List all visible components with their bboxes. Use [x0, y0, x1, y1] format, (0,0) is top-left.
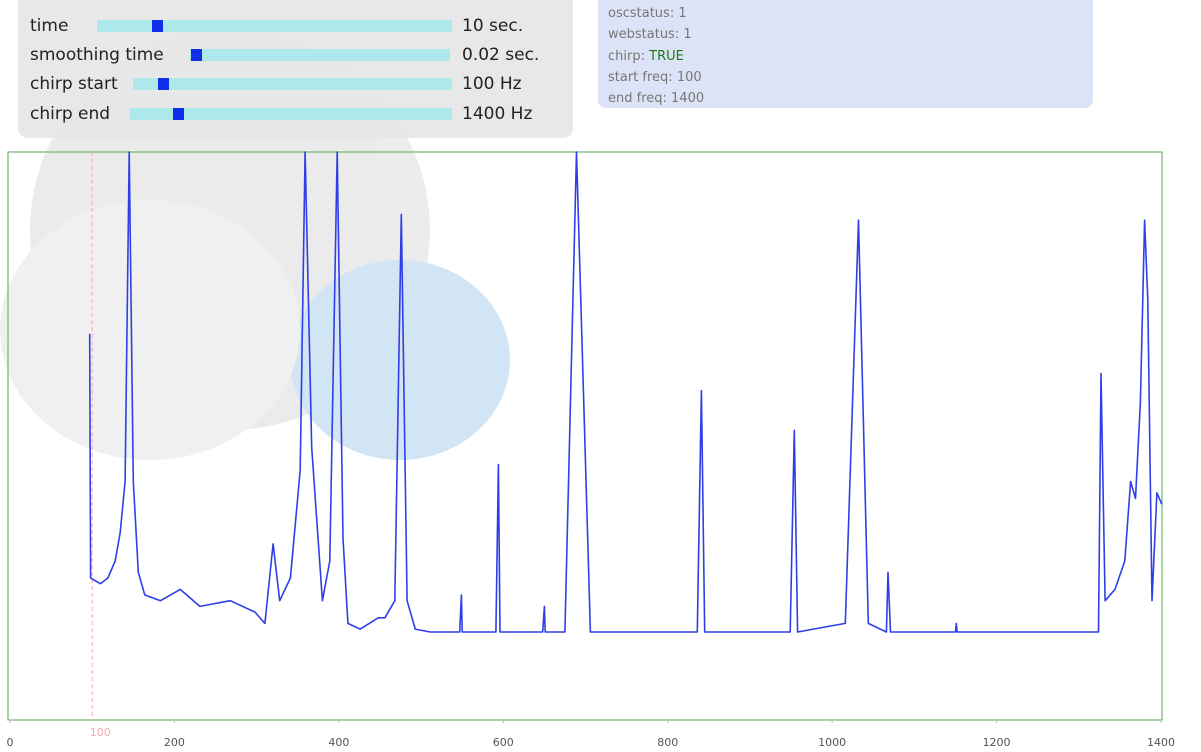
status-key: oscstatus:: [608, 6, 674, 21]
status-line: chirp: TRUE: [608, 49, 684, 64]
status-line: webstatus: 1: [608, 27, 692, 42]
control-label: time: [30, 16, 68, 36]
status-value: 1400: [671, 91, 704, 106]
status-value: TRUE: [648, 49, 684, 64]
control-value: 100 Hz: [462, 74, 522, 94]
page: time 10 sec. smoothing time 0.02 sec. ch…: [0, 0, 1201, 752]
slider-thumb[interactable]: [152, 20, 163, 32]
status-line: start freq: 100: [608, 70, 702, 85]
slider-track[interactable]: [133, 78, 452, 90]
x-tick-label: 400: [328, 736, 349, 749]
control-value: 0.02 sec.: [462, 45, 539, 65]
status-panel: oscstatus: 1 webstatus: 1 chirp: TRUE st…: [598, 0, 1093, 108]
x-tick-label: 200: [164, 736, 185, 749]
control-panel: time 10 sec. smoothing time 0.02 sec. ch…: [18, 0, 573, 138]
slider-thumb[interactable]: [173, 108, 184, 120]
status-value: 100: [677, 70, 702, 85]
slider-thumb[interactable]: [158, 78, 169, 90]
x-tick-label: 800: [657, 736, 678, 749]
status-key: start freq:: [608, 70, 673, 85]
app: time 10 sec. smoothing time 0.02 sec. ch…: [0, 0, 1201, 752]
status-line: oscstatus: 1: [608, 6, 687, 21]
x-tick-label: 0: [7, 736, 14, 749]
status-key: chirp:: [608, 49, 645, 64]
control-value: 1400 Hz: [462, 104, 532, 124]
x-tick-label: 1400: [1147, 736, 1175, 749]
marker-label: 100: [90, 726, 111, 739]
x-tick-label: 1000: [818, 736, 846, 749]
control-label: smoothing time: [30, 45, 164, 65]
x-tick-label: 1200: [983, 736, 1011, 749]
control-label: chirp start: [30, 74, 118, 94]
status-key: end freq:: [608, 91, 667, 106]
x-tick-label: 600: [493, 736, 514, 749]
status-value: 1: [678, 6, 686, 21]
control-label: chirp end: [30, 104, 110, 124]
control-value: 10 sec.: [462, 16, 523, 36]
slider-track[interactable]: [190, 49, 450, 61]
status-line: end freq: 1400: [608, 91, 704, 106]
status-value: 1: [683, 27, 691, 42]
slider-track[interactable]: [97, 20, 452, 32]
status-key: webstatus:: [608, 27, 679, 42]
slider-thumb[interactable]: [191, 49, 202, 61]
